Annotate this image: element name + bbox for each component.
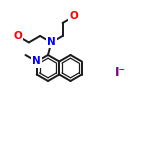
Text: I⁻: I⁻	[114, 66, 126, 78]
Text: N: N	[47, 38, 56, 47]
Text: O: O	[13, 31, 22, 41]
Text: N: N	[32, 57, 41, 66]
Text: O: O	[69, 11, 78, 21]
